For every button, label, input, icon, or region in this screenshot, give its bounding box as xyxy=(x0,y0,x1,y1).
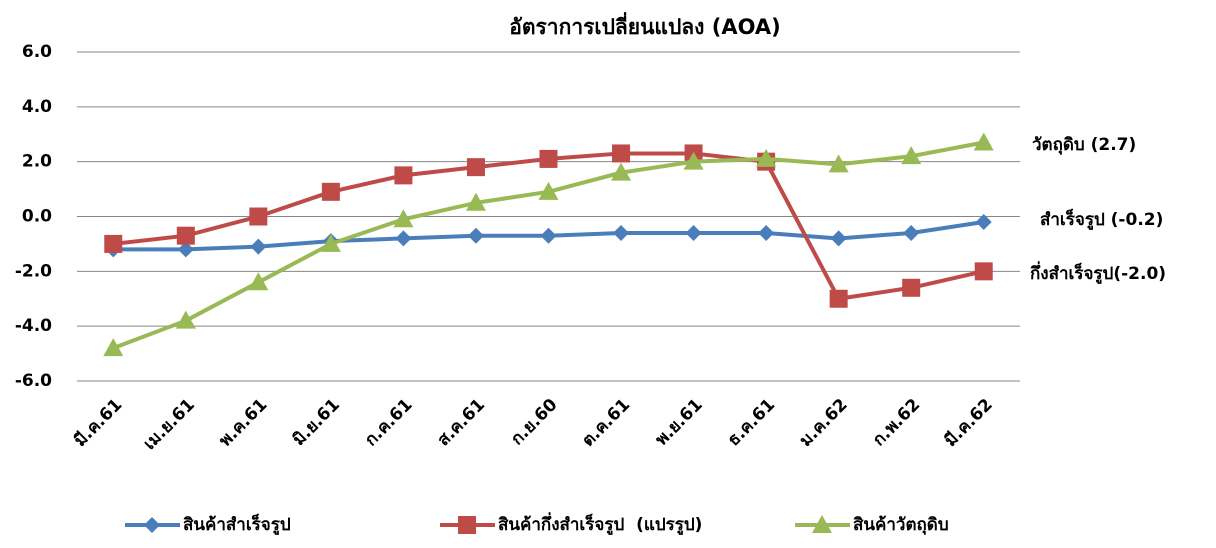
marker xyxy=(177,241,194,258)
legend-label: สินค้าสำเร็จรูป xyxy=(183,512,291,536)
marker xyxy=(973,132,994,151)
x-tick-label: พ.ย.61 xyxy=(652,395,707,450)
marker xyxy=(903,224,920,241)
marker xyxy=(467,227,484,244)
marker xyxy=(902,278,921,297)
marker xyxy=(828,154,849,173)
annotation: วัตถุดิบ (2.7) xyxy=(1032,135,1136,155)
marker xyxy=(458,516,476,534)
marker xyxy=(104,234,123,253)
marker xyxy=(611,162,632,181)
marker xyxy=(466,158,485,177)
marker xyxy=(249,207,268,226)
legend-item: สินค้ากึ่งสำเร็จรูป (แปรรูป) xyxy=(440,512,702,536)
marker xyxy=(540,227,557,244)
legend-item: สินค้าวัตถุดิบ xyxy=(795,515,949,535)
legend-item: สินค้าสำเร็จรูป xyxy=(125,512,291,536)
x-tick-label: มี.ค.62 xyxy=(940,394,997,451)
legend-label: สินค้ากึ่งสำเร็จรูป (แปรรูป) xyxy=(498,512,702,536)
marker xyxy=(901,146,922,165)
x-tick-label: ก.พ.62 xyxy=(869,395,924,450)
x-tick-label: ธ.ค.61 xyxy=(724,395,779,450)
x-tick-label: ส.ค.61 xyxy=(434,395,489,450)
marker xyxy=(144,517,160,533)
marker xyxy=(538,181,559,200)
marker xyxy=(321,182,340,201)
marker xyxy=(829,289,848,308)
y-tick-label: -2.0 xyxy=(15,261,52,281)
marker xyxy=(974,262,993,281)
y-tick-label: -6.0 xyxy=(15,371,52,391)
legend-label: สินค้าวัตถุดิบ xyxy=(853,515,949,535)
marker xyxy=(758,224,775,241)
y-tick-label: -4.0 xyxy=(15,316,52,336)
x-tick-label: พ.ค.61 xyxy=(215,395,271,451)
marker xyxy=(612,144,631,163)
marker xyxy=(103,338,124,357)
x-tick-label: ม.ค.62 xyxy=(796,395,852,451)
marker xyxy=(812,515,832,533)
marker xyxy=(395,230,412,247)
y-tick-label: 4.0 xyxy=(22,97,52,117)
marker xyxy=(613,224,630,241)
x-tick-label: มิ.ย.61 xyxy=(289,395,344,450)
marker xyxy=(975,213,992,230)
marker xyxy=(393,209,414,228)
x-tick-label: เม.ย.61 xyxy=(140,395,199,454)
chart-title: อัตราการเปลี่ยนแปลง (AOA) xyxy=(509,11,780,39)
annotation: สำเร็จรูป (-0.2) xyxy=(1040,207,1163,231)
marker xyxy=(539,149,558,168)
x-tick-label: ก.ย.60 xyxy=(507,395,561,449)
marker xyxy=(176,226,195,245)
x-tick-label: ก.ค.61 xyxy=(361,395,416,450)
y-tick-label: 2.0 xyxy=(22,152,52,172)
marker xyxy=(248,272,269,291)
marker xyxy=(465,192,486,211)
series-line xyxy=(113,151,985,301)
marker xyxy=(250,238,267,255)
y-tick-label: 6.0 xyxy=(22,42,52,62)
y-tick-label: 0.0 xyxy=(22,207,52,227)
marker xyxy=(175,310,196,329)
marker xyxy=(394,166,413,185)
marker xyxy=(683,151,704,170)
annotation: กึ่งสำเร็จรูป(-2.0) xyxy=(1030,261,1166,285)
marker xyxy=(685,224,702,241)
marker xyxy=(320,233,341,252)
x-tick-label: ต.ค.61 xyxy=(578,395,634,451)
x-tick-label: มี.ค.61 xyxy=(70,394,127,451)
marker xyxy=(830,230,847,247)
marker xyxy=(756,148,777,167)
